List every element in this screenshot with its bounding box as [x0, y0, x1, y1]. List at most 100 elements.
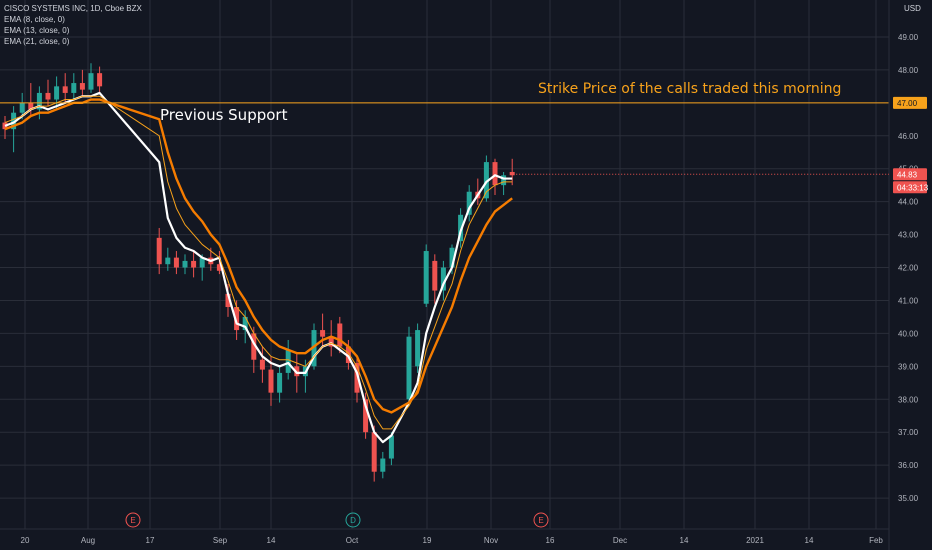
axis-unit-label: USD [904, 4, 921, 13]
y-tick-label: 43.00 [898, 231, 919, 240]
y-tick-label: 49.00 [898, 33, 919, 42]
candle-body [173, 257, 179, 268]
legend-ema13[interactable]: EMA (13, close, 0) [4, 26, 70, 35]
event-marker [125, 512, 141, 528]
x-tick-label: Dec [613, 536, 627, 545]
candle-body [320, 330, 326, 337]
candle-body [182, 260, 188, 268]
y-tick-label: 41.00 [898, 296, 919, 305]
candle-body [388, 435, 394, 459]
x-tick-label: Nov [484, 536, 498, 545]
y-tick-label: 35.00 [898, 494, 919, 503]
candle-body [36, 92, 42, 110]
y-tick-label: 40.00 [898, 329, 919, 338]
chart-legend: CISCO SYSTEMS INC, 1D, Cboe BZX EMA (8, … [4, 3, 142, 47]
y-tick-label: 42.00 [898, 264, 919, 273]
x-tick-label: 20 [21, 536, 30, 545]
candle-body [277, 372, 283, 393]
candle-body [311, 330, 317, 367]
y-tick-label: 39.00 [898, 362, 919, 371]
candle-body [165, 257, 171, 265]
strike-annotation: Strike Price of the calls traded this mo… [538, 81, 842, 97]
candle-body [156, 237, 162, 265]
time-axis[interactable]: 20 Aug 17 Sep 14 Oct 19 Nov 16 Dec 14 2021 14 Feb [21, 536, 884, 545]
ema-line [4, 95, 513, 430]
candle-body [501, 175, 507, 186]
candle-body [509, 171, 515, 176]
y-tick-label: 48.00 [898, 66, 919, 75]
candle-body [199, 257, 205, 268]
candle-body [371, 432, 377, 472]
candle-body [191, 260, 197, 268]
candle-body [415, 330, 421, 367]
x-tick-label: 17 [146, 536, 155, 545]
y-tick-label: 44.00 [898, 198, 919, 207]
price-tag-text: 04:33:13 [897, 183, 929, 192]
candle-body [11, 112, 17, 130]
support-annotation: Previous Support [160, 106, 288, 124]
x-tick-label: Oct [346, 536, 359, 545]
price-tag-text: 44.83 [897, 170, 918, 179]
candle-body [483, 162, 489, 199]
x-tick-label: 2021 [746, 536, 764, 545]
candle-body [380, 458, 386, 472]
candle-body [328, 336, 334, 347]
x-tick-label: 14 [680, 536, 689, 545]
candle-body [259, 359, 265, 370]
candle-body [285, 349, 291, 373]
candle-body [251, 333, 257, 360]
symbol-title[interactable]: CISCO SYSTEMS INC, 1D, Cboe BZX [4, 4, 142, 13]
candle-body [466, 191, 472, 215]
price-tag-box [893, 96, 927, 109]
candle-body [28, 102, 34, 110]
candle-body [79, 83, 85, 90]
price-tag-box [893, 168, 927, 181]
candle-body [363, 399, 369, 433]
x-tick-label: Aug [81, 536, 95, 545]
x-tick-label: 14 [267, 536, 276, 545]
x-tick-label: 19 [423, 536, 432, 545]
candle-body [432, 260, 438, 291]
price-tag-text: 47.00 [897, 99, 918, 108]
event-marker-label: E [130, 516, 135, 525]
event-marker-label: E [538, 516, 543, 525]
x-tick-label: 14 [805, 536, 814, 545]
candle-body [449, 247, 455, 268]
y-tick-label: 36.00 [898, 461, 919, 470]
candle-body [19, 102, 25, 113]
candle-body [268, 369, 274, 393]
candle-body [354, 363, 360, 393]
x-tick-label: Sep [213, 536, 228, 545]
candle-body [345, 346, 351, 364]
candle-body [88, 73, 94, 90]
candle-body [440, 267, 446, 291]
y-tick-label: 46.00 [898, 132, 919, 141]
event-marker [533, 512, 549, 528]
event-marker [345, 512, 361, 528]
legend-ema8[interactable]: EMA (8, close, 0) [4, 15, 65, 24]
candle-body [62, 86, 68, 93]
candle-body [337, 323, 343, 347]
candle-body [54, 86, 60, 100]
candle-body [225, 293, 231, 308]
event-marker-label: D [350, 516, 356, 525]
candle-body [45, 92, 51, 100]
candle-body [458, 214, 464, 242]
y-tick-label: 37.00 [898, 428, 919, 437]
candle-body [216, 264, 222, 271]
candle-body [71, 83, 77, 93]
y-tick-label: 38.00 [898, 395, 919, 404]
legend-ema21[interactable]: EMA (21, close, 0) [4, 37, 70, 46]
candle-body [242, 316, 248, 331]
candle-body [492, 162, 498, 186]
price-tag-box [893, 181, 927, 194]
price-tags: 47.00 44.83 04:33:13 [516, 96, 929, 194]
candle-body [97, 73, 103, 87]
candle-body [406, 336, 412, 400]
x-tick-label: Feb [869, 536, 883, 545]
x-tick-label: 16 [546, 536, 555, 545]
candle-body [234, 307, 240, 331]
